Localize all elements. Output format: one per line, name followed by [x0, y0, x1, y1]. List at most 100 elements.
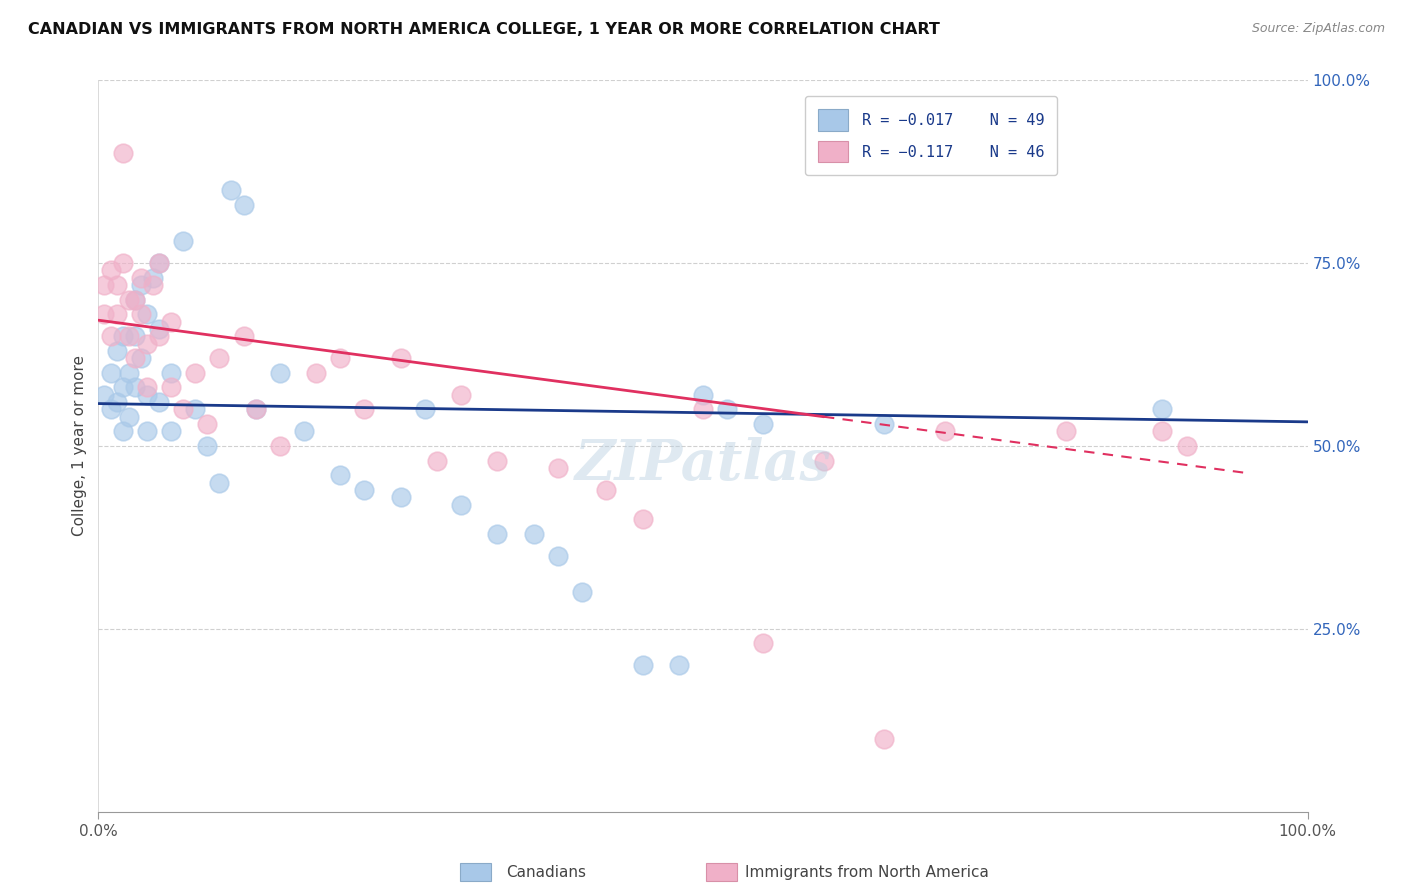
Point [329, 468, 352, 483]
Point [353, 483, 375, 497]
Point [195, 417, 218, 431]
Point [148, 256, 170, 270]
Point [118, 329, 141, 343]
Point [148, 256, 170, 270]
Point [111, 425, 134, 439]
Point [752, 417, 775, 431]
Point [195, 439, 218, 453]
Legend: R = −0.017    N = 49, R = −0.117    N = 46: R = −0.017 N = 49, R = −0.117 N = 46 [804, 96, 1057, 176]
Point [389, 490, 412, 504]
Point [172, 402, 194, 417]
Point [111, 380, 134, 394]
Point [100, 366, 122, 380]
Point [631, 512, 654, 526]
Point [111, 256, 134, 270]
Point [208, 351, 231, 366]
Text: Canadians: Canadians [506, 865, 586, 880]
Point [148, 322, 170, 336]
Point [232, 329, 254, 343]
Point [105, 395, 128, 409]
Point [245, 402, 267, 417]
Point [160, 315, 183, 329]
Point [135, 336, 157, 351]
Point [547, 461, 569, 475]
Point [148, 329, 170, 343]
Point [100, 263, 122, 277]
Text: Source: ZipAtlas.com: Source: ZipAtlas.com [1251, 22, 1385, 36]
Point [93, 388, 115, 402]
Point [142, 270, 165, 285]
Point [486, 453, 509, 467]
Point [245, 402, 267, 417]
Point [305, 366, 328, 380]
Point [232, 197, 254, 211]
Point [160, 380, 183, 394]
Point [1152, 425, 1174, 439]
Point [129, 270, 152, 285]
Point [631, 658, 654, 673]
Point [135, 425, 157, 439]
Point [813, 453, 835, 467]
Point [873, 731, 896, 746]
Point [269, 366, 291, 380]
Point [450, 388, 472, 402]
Point [100, 329, 122, 343]
Point [184, 366, 207, 380]
Point [292, 425, 315, 439]
Point [129, 278, 152, 293]
Point [142, 278, 165, 293]
Point [129, 351, 152, 366]
Point [148, 395, 170, 409]
Point [184, 402, 207, 417]
Point [135, 380, 157, 394]
Point [752, 636, 775, 650]
Point [523, 526, 546, 541]
Point [118, 409, 141, 424]
Text: Immigrants from North America: Immigrants from North America [745, 865, 988, 880]
Point [389, 351, 412, 366]
Text: ZIPatlas: ZIPatlas [575, 437, 831, 491]
Point [135, 388, 157, 402]
Point [692, 402, 714, 417]
Point [571, 585, 593, 599]
Point [450, 498, 472, 512]
Point [1054, 425, 1077, 439]
Point [221, 183, 243, 197]
Point [160, 425, 183, 439]
Point [111, 146, 134, 161]
Point [118, 293, 141, 307]
Point [124, 293, 146, 307]
Point [118, 366, 141, 380]
Point [269, 439, 291, 453]
Point [93, 307, 115, 321]
Point [486, 526, 509, 541]
Point [135, 307, 157, 321]
Point [329, 351, 352, 366]
Point [353, 402, 375, 417]
Y-axis label: College, 1 year or more: College, 1 year or more [72, 356, 87, 536]
Point [716, 402, 738, 417]
Text: CANADIAN VS IMMIGRANTS FROM NORTH AMERICA COLLEGE, 1 YEAR OR MORE CORRELATION CH: CANADIAN VS IMMIGRANTS FROM NORTH AMERIC… [28, 22, 941, 37]
Point [100, 402, 122, 417]
Point [692, 388, 714, 402]
Point [1152, 402, 1174, 417]
Point [873, 417, 896, 431]
Point [129, 307, 152, 321]
Point [426, 453, 449, 467]
Point [124, 351, 146, 366]
Point [160, 366, 183, 380]
Point [111, 329, 134, 343]
Point [413, 402, 436, 417]
Point [668, 658, 690, 673]
Point [595, 483, 617, 497]
Point [124, 380, 146, 394]
Point [208, 475, 231, 490]
Point [934, 425, 956, 439]
Point [1175, 439, 1198, 453]
Point [547, 549, 569, 563]
Point [105, 343, 128, 358]
Point [124, 293, 146, 307]
Point [93, 278, 115, 293]
Point [105, 278, 128, 293]
Point [124, 329, 146, 343]
